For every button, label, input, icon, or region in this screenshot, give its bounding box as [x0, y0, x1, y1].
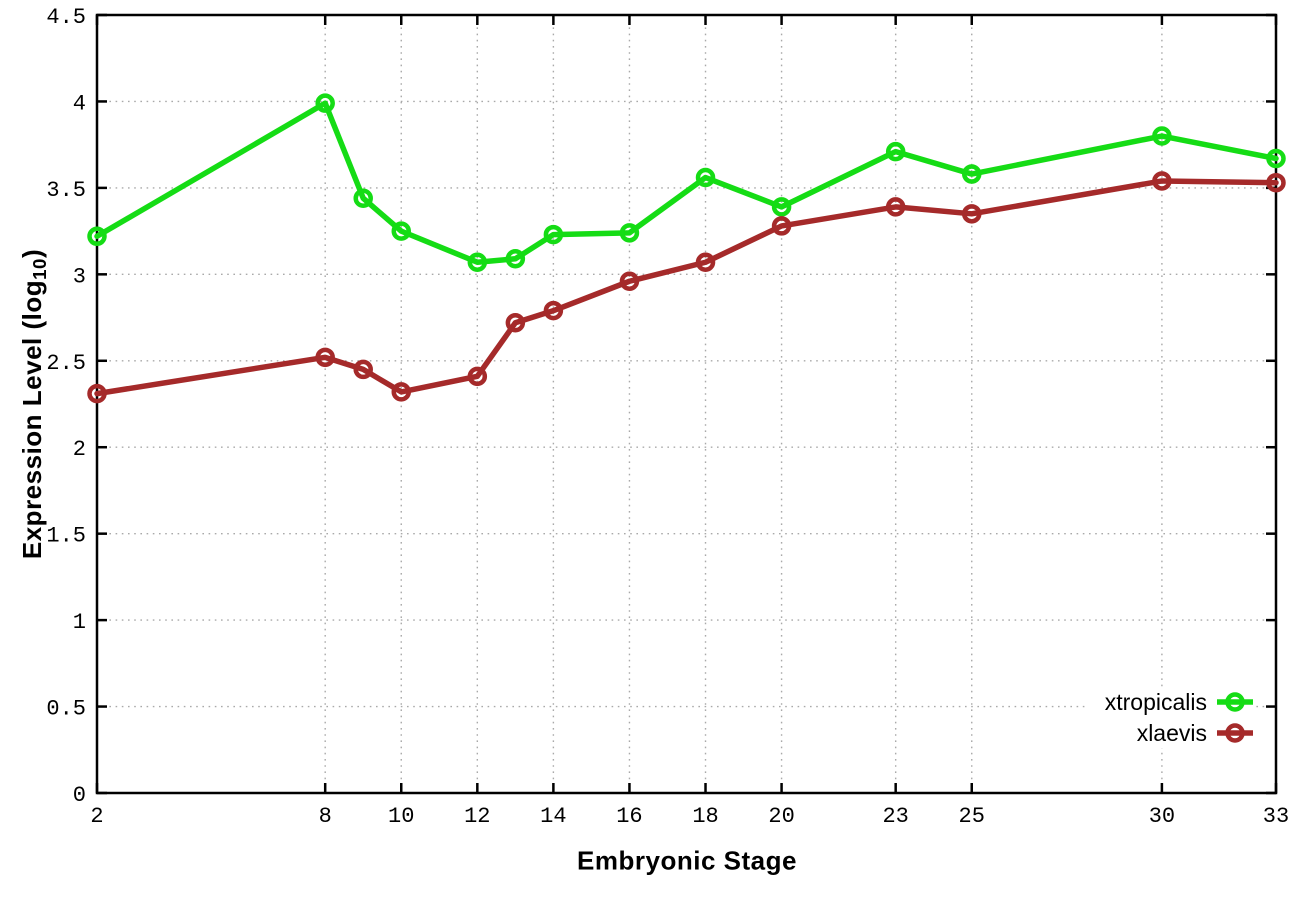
data-point-xlaevis: [619, 271, 640, 291]
y-tick-label: 3.5: [46, 178, 86, 203]
data-point-xtropicalis: [87, 226, 107, 247]
data-point-xlaevis: [771, 216, 792, 236]
y-tick-label: 4.5: [46, 5, 86, 30]
y-tick-label: 3: [73, 264, 86, 289]
x-tick-label: 25: [959, 804, 985, 829]
legend: xtropicalis xlaevis: [1088, 687, 1254, 748]
y-axis-title-close: ): [17, 248, 48, 259]
y-tick-label: 4: [73, 91, 86, 116]
data-point-xtropicalis: [543, 224, 564, 245]
data-point-xlaevis: [885, 197, 906, 217]
x-tick-label: 33: [1263, 804, 1289, 829]
data-point-xtropicalis: [695, 167, 716, 188]
data-point-xtropicalis: [467, 252, 488, 272]
data-point-xlaevis: [1266, 172, 1286, 193]
y-tick-label: 2: [73, 437, 86, 462]
data-point-xtropicalis: [771, 197, 792, 217]
y-tick-label: 1: [73, 610, 86, 635]
x-tick-label: 8: [319, 804, 332, 829]
y-axis-title-text: Expression Level (log: [17, 279, 48, 560]
y-tick-label: 0.5: [46, 697, 86, 722]
data-point-xlaevis: [87, 383, 107, 404]
x-axis-title: Embryonic Stage: [577, 845, 797, 876]
plot-border: [95, 13, 1278, 795]
x-tick-label: 16: [616, 804, 642, 829]
x-tick-label: 2: [90, 804, 103, 829]
data-point-xlaevis: [543, 300, 564, 321]
legend-label-xtropicalis: xtropicalis: [1104, 688, 1207, 715]
legend-marker-icon: [1217, 723, 1253, 743]
x-tick-label: 30: [1149, 804, 1175, 829]
data-point-xlaevis: [391, 382, 412, 402]
data-point-xtropicalis: [885, 141, 906, 162]
data-point-xlaevis: [353, 359, 373, 380]
data-point-xtropicalis: [505, 249, 526, 269]
data-point-xlaevis: [315, 347, 335, 368]
data-point-xtropicalis: [353, 188, 373, 209]
data-point-xtropicalis: [315, 93, 335, 113]
x-tick-label: 14: [540, 804, 566, 829]
y-axis-title-subscript: 10: [28, 258, 50, 280]
legend-item-xlaevis: xlaevis: [1137, 718, 1254, 748]
data-point-xlaevis: [505, 312, 526, 333]
legend-item-xtropicalis: xtropicalis: [1105, 687, 1254, 717]
x-tick-label: 10: [388, 804, 414, 829]
series-line-xlaevis: [94, 178, 1279, 397]
y-axis-title: Expression Level (log10): [17, 249, 51, 559]
data-point-xlaevis: [1152, 171, 1172, 191]
data-point-xtropicalis: [1266, 148, 1286, 169]
y-tick-label: 0: [73, 783, 86, 808]
legend-label-xlaevis: xlaevis: [1136, 719, 1207, 746]
x-tick-label: 20: [768, 804, 794, 829]
data-point-xtropicalis: [1152, 126, 1172, 146]
x-tick-label: 23: [882, 804, 908, 829]
data-point-xtropicalis: [619, 223, 640, 243]
y-tick-label: 1.5: [46, 524, 86, 549]
data-point-xlaevis: [467, 366, 488, 387]
y-tick-label: 2.5: [46, 351, 86, 376]
x-tick-label: 18: [692, 804, 718, 829]
data-point-xlaevis: [695, 252, 716, 272]
data-point-xtropicalis: [391, 221, 412, 241]
legend-marker-icon: [1217, 692, 1253, 712]
data-point-xlaevis: [961, 204, 982, 224]
x-tick-label: 12: [464, 804, 490, 829]
series-line-xtropicalis: [94, 100, 1279, 265]
data-point-xtropicalis: [961, 164, 982, 184]
